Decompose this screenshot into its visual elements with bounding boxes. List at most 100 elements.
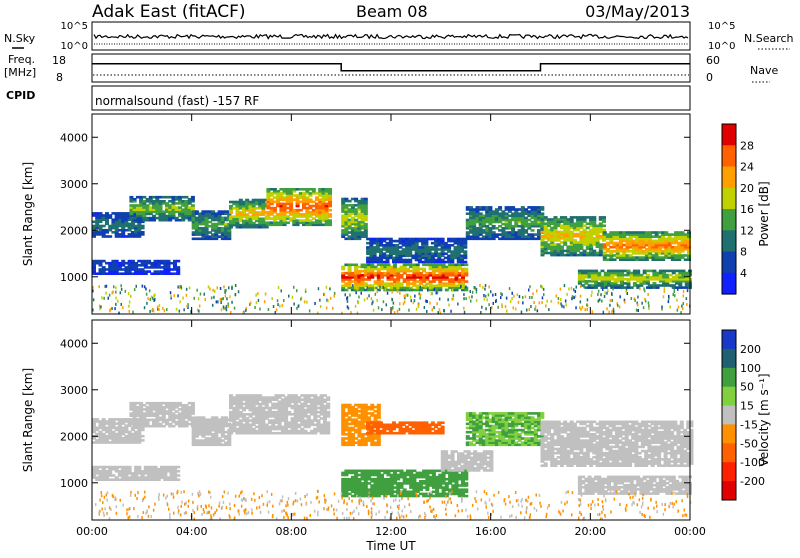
power-clutter-dot [348,307,350,310]
power-clutter-dot [534,308,536,311]
power-clutter-dot [392,298,394,301]
velocity-band-1 [129,402,195,428]
power-clutter-dot [177,286,179,289]
power-clutter-dot [332,307,334,310]
power-clutter-dot [153,299,155,302]
power-clutter-dot [212,289,214,292]
power-clutter-dot [128,292,129,295]
power-clutter-dot [674,294,676,297]
power-clutter-dot [410,288,412,291]
power-clutter-dot [447,284,449,287]
power-cell [191,196,195,199]
power-clutter-dot [591,291,593,294]
velocity-cell [141,439,145,442]
power-clutter-dot [358,296,360,299]
power-clutter-dot [506,297,508,300]
freq-tick-8: 8 [56,71,63,84]
velocity-cell [326,396,330,399]
power-clutter-dot [223,285,225,288]
power-clutter-dot [648,304,650,307]
power-clutter-dot [548,308,550,311]
power-cell [141,225,145,228]
y-tick-label: 2000 [60,224,88,237]
power-clutter-dot [226,297,228,300]
power-clutter-dot [463,293,465,296]
power-clutter-dot [605,286,607,289]
velocity-cell [326,421,330,424]
power-band-8 [466,206,545,240]
power-clutter-dot [568,288,570,291]
power-clutter-dot [501,305,503,308]
power-clutter-dot [371,302,373,305]
power-clutter-dot [542,286,544,289]
power-clutter-dot [586,303,588,306]
power-clutter-dot [125,290,127,293]
power-clutter-dot [238,290,240,293]
power-clutter-dot [604,295,606,298]
power-clutter-dot [385,289,387,292]
power-clutter-dot [223,297,225,300]
power-clutter-dot [676,299,678,302]
power-clutter-dot [277,299,279,302]
power-clutter-dot [235,293,237,296]
power-clutter-dot [114,307,116,310]
power-clutter-dot [271,297,273,300]
power-clutter-dot [229,295,231,298]
power-clutter-dot [373,309,375,312]
power-clutter-dot [225,289,227,292]
power-cell [364,223,368,226]
power-clutter-dot [383,300,385,303]
power-clutter-dot [560,288,562,291]
power-clutter-dot [130,295,132,298]
power-clutter-dot [144,285,146,288]
power-clutter-dot [432,308,434,311]
velocity-data [92,394,694,521]
power-clutter-dot [641,302,643,305]
power-clutter-dot [488,285,490,288]
power-clutter-dot [571,297,573,300]
power-clutter-dot [288,295,290,298]
nave-tick-60: 60 [706,54,720,67]
power-clutter-dot [437,284,439,287]
power-clutter-dot [427,289,429,292]
power-clutter-dot [129,310,131,313]
power-clutter-dot [383,286,385,289]
power-clutter-dot [686,297,688,300]
power-clutter-dot [546,300,548,303]
power-cell [416,264,420,267]
power-clutter-dot [293,303,295,306]
power-clutter-dot [681,305,683,308]
power-clutter-dot [318,287,320,290]
power-clutter-dot [115,303,117,306]
power-clutter-dot [515,308,517,311]
power-clutter-dot [513,306,515,309]
power-clutter-dot [223,306,225,309]
power-clutter-dot [420,286,422,289]
power-clutter-dot [565,300,567,303]
power-clutter-dot [103,297,105,300]
power-clutter-dot [108,297,110,300]
power-clutter-dot [225,295,227,298]
power-clutter-dot [683,302,685,305]
power-clutter-dot [209,287,211,290]
power-clutter-dot [254,306,256,309]
power-clutter-dot [429,302,431,305]
power-clutter-dot [113,285,115,288]
power-clutter-dot [358,301,360,304]
power-clutter-dot [420,294,422,297]
power-clutter-dot [235,284,237,287]
power-clutter-dot [484,288,486,291]
power-clutter-dot [638,309,640,312]
power-clutter-dot [117,300,119,303]
power-clutter-dot [259,308,261,311]
beam-title: Beam 08 [356,2,428,21]
power-cell [464,268,468,271]
power-clutter-dot [334,292,336,295]
power-clutter-dot [597,293,599,296]
power-clutter-dot [186,305,188,308]
power-clutter-dot [682,307,684,310]
power-clutter-dot [517,293,519,296]
power-clutter-dot [326,307,328,310]
power-clutter-dot [484,298,486,301]
date-title: 03/May/2013 [585,2,690,21]
